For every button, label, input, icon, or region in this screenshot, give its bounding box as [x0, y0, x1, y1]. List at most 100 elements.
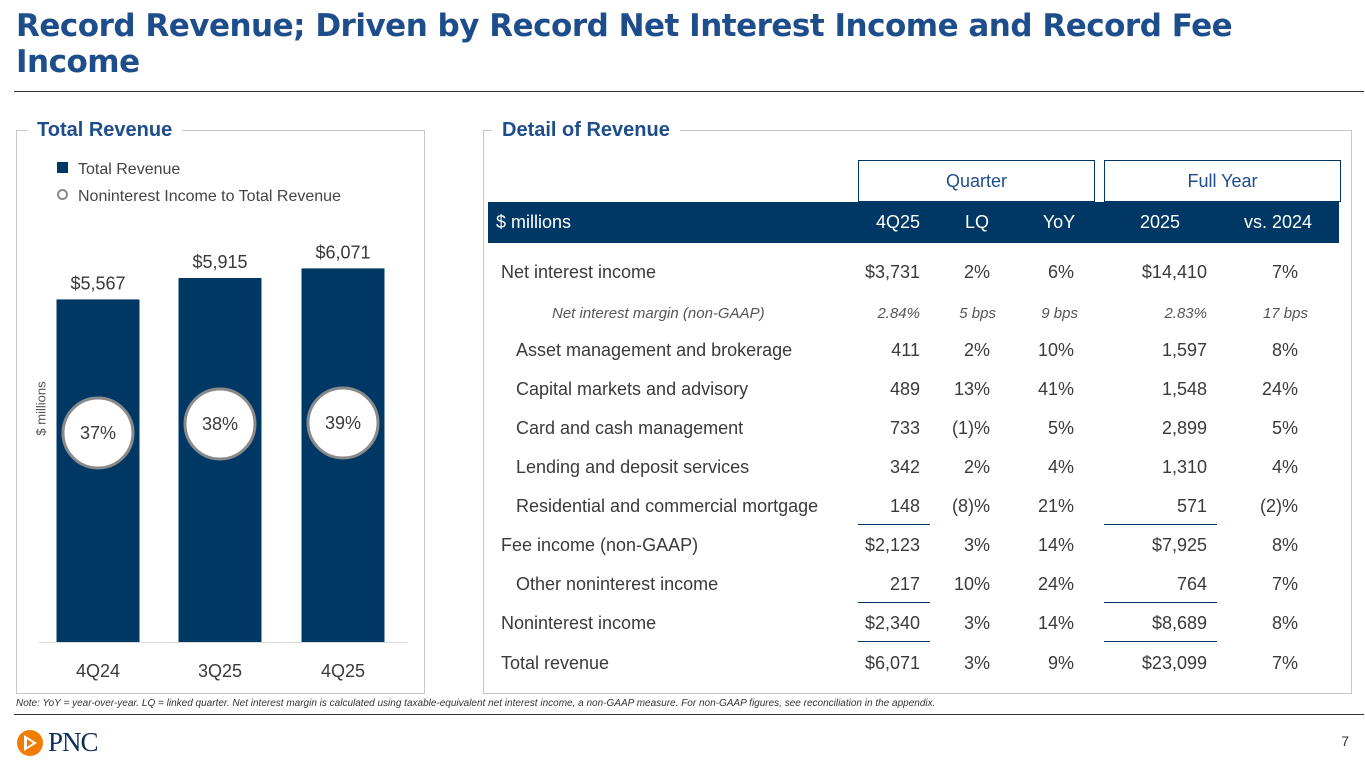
title-divider [14, 91, 1364, 92]
table-cell: 21% [1037, 496, 1074, 516]
bar-value-label: $5,567 [70, 273, 125, 293]
table-cell: 764 [1176, 574, 1207, 594]
subtotal-underline [858, 641, 930, 642]
subtotal-underline [858, 602, 930, 603]
table-cell: 2% [963, 457, 990, 477]
table-cell: $2,123 [864, 535, 920, 555]
table-cell: 10% [953, 574, 990, 594]
table-cell: 1,548 [1161, 379, 1207, 399]
ratio-label: 37% [80, 423, 116, 443]
table-cell: 5% [1047, 418, 1074, 438]
table-cell: 5% [1271, 418, 1298, 438]
pnc-logo-icon [17, 729, 43, 756]
legend-noninterest-ratio: Noninterest Income to Total Revenue [57, 188, 341, 206]
table-cell: 5 bps [959, 305, 996, 322]
pnc-logo-text: PNC [48, 727, 99, 757]
detail-revenue-panel-title: Detail of Revenue [492, 117, 680, 143]
legend-square-icon [57, 162, 68, 173]
ratio-circle-marker [61, 396, 135, 470]
table-cell: 41% [1037, 379, 1074, 399]
col-header-lq: LQ [964, 212, 989, 232]
table-cell: (8)% [951, 496, 990, 516]
table-cell: $23,099 [1141, 653, 1207, 673]
table-cell: $6,071 [864, 653, 920, 673]
table-cell: $7,925 [1151, 535, 1207, 555]
table-cell: 9% [1047, 653, 1074, 673]
x-tick-label: 4Q24 [76, 661, 120, 681]
col-header-2025: 2025 [1139, 212, 1181, 232]
table-cell: 17 bps [1262, 305, 1308, 322]
table-cell: 13% [953, 379, 990, 399]
table-cell: 411 [891, 340, 920, 360]
table-cell: 2.84% [877, 305, 920, 322]
table-cell: 7% [1271, 262, 1298, 282]
table-cell: 2% [963, 262, 990, 282]
table-cell: 342 [889, 457, 920, 477]
table-cell: $3,731 [864, 262, 920, 282]
footnote: Note: YoY = year-over-year. LQ = linked … [16, 698, 936, 709]
table-cell: $2,340 [864, 613, 920, 633]
table-cell: 2.83% [1164, 305, 1207, 322]
row-label: Card and cash management [516, 418, 744, 438]
table-cell: 8% [1271, 613, 1298, 633]
legend-label: Total Revenue [78, 161, 181, 178]
table-cell: 9 bps [1041, 305, 1078, 322]
table-cell: 6% [1047, 262, 1074, 282]
legend-total-revenue: Total Revenue [57, 161, 180, 179]
row-label: Net interest margin (non-GAAP) [552, 305, 765, 322]
x-tick-label: 4Q25 [321, 661, 365, 681]
subtotal-underline [858, 524, 930, 525]
revenue-bar [56, 299, 140, 642]
table-cell: 1,310 [1161, 457, 1207, 477]
table-cell: 571 [1176, 496, 1207, 516]
row-label: Residential and commercial mortgage [516, 496, 819, 516]
row-label: Net interest income [501, 262, 657, 282]
row-label: Asset management and brokerage [516, 340, 793, 360]
quarter-group-header: Quarter [858, 160, 1095, 202]
table-cell: 148 [889, 496, 920, 516]
page-title: Record Revenue; Driven by Record Net Int… [16, 8, 1233, 80]
table-cell: 8% [1271, 340, 1298, 360]
subtotal-underline [1104, 524, 1217, 525]
subtotal-underline [1104, 602, 1217, 603]
col-header-units: $ millions [496, 212, 572, 232]
legend-label: Noninterest Income to Total Revenue [78, 188, 341, 205]
full-year-group-header: Full Year [1104, 160, 1341, 202]
row-label: Noninterest income [501, 613, 657, 633]
page-number: 7 [1341, 733, 1349, 749]
col-header-4q25: 4Q25 [875, 212, 920, 232]
table-cell: $8,689 [1151, 613, 1207, 633]
x-tick-label: 3Q25 [198, 661, 242, 681]
total-revenue-panel-title: Total Revenue [27, 117, 183, 143]
table-cell: $14,410 [1141, 262, 1207, 282]
table-cell: 3% [963, 613, 990, 633]
ratio-circle-marker [306, 386, 380, 460]
footer-divider [14, 714, 1364, 715]
row-label: Fee income (non-GAAP) [501, 535, 699, 555]
col-header-vs-2024: vs. 2024 [1243, 212, 1313, 232]
ratio-label: 38% [202, 414, 238, 434]
table-cell: 14% [1037, 535, 1074, 555]
table-cell: 1,597 [1161, 340, 1207, 360]
table-cell: 14% [1037, 613, 1074, 633]
table-cell: 4% [1047, 457, 1074, 477]
table-cell: (1)% [951, 418, 990, 438]
table-cell: 7% [1271, 653, 1298, 673]
total-revenue-panel: Total Revenue Total Revenue Noninterest … [16, 117, 425, 694]
table-cell: 733 [889, 418, 920, 438]
table-cell: 10% [1037, 340, 1074, 360]
bar-value-label: $6,071 [315, 242, 370, 262]
table-cell: 8% [1271, 535, 1298, 555]
table-cell: (2)% [1259, 496, 1298, 516]
detail-revenue-panel: Detail of Revenue [483, 117, 1352, 694]
table-cell: 24% [1261, 379, 1298, 399]
col-header-yoy: YoY [1042, 212, 1076, 232]
table-cell: 7% [1271, 574, 1298, 594]
table-cell: 24% [1037, 574, 1074, 594]
ratio-label: 39% [325, 413, 361, 433]
table-cell: 4% [1271, 457, 1298, 477]
row-label: Lending and deposit services [516, 457, 750, 477]
table-cell: 3% [963, 653, 990, 673]
table-header-bar [488, 202, 1339, 243]
table-cell: 489 [889, 379, 920, 399]
